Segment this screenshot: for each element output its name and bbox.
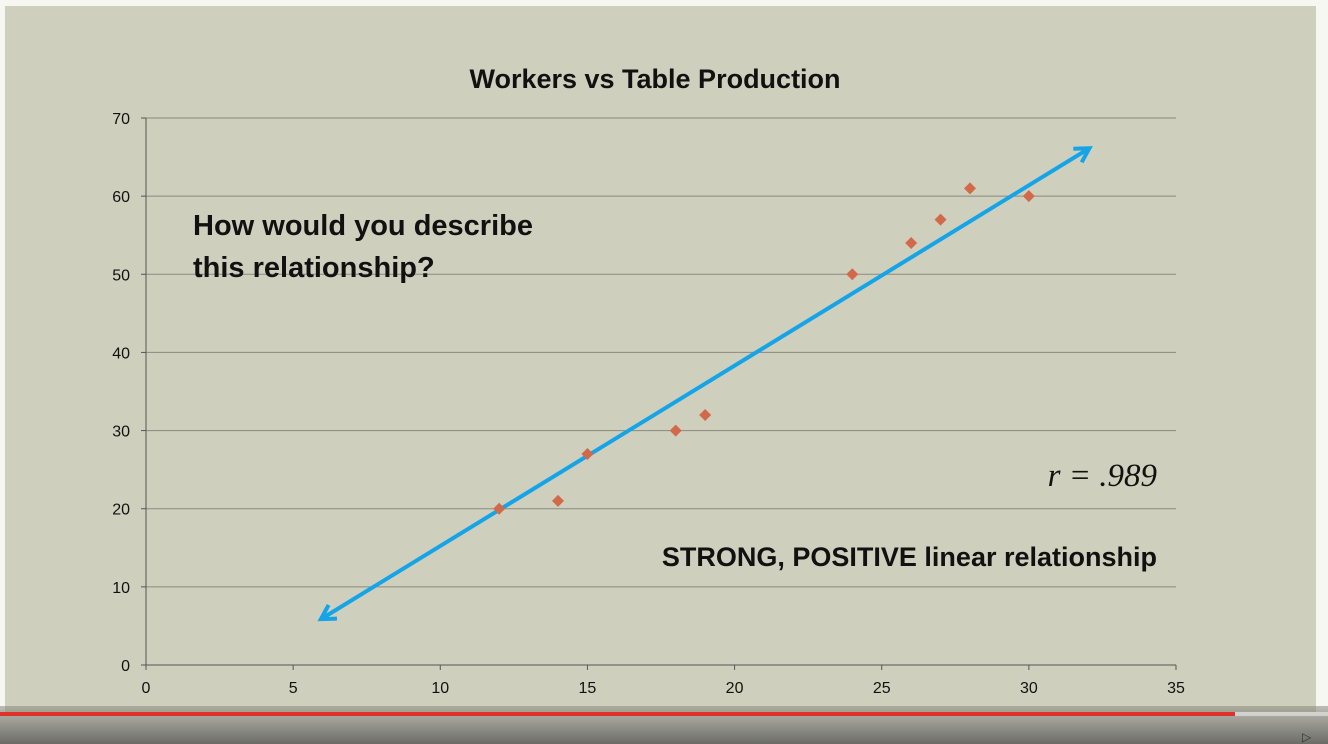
trendline bbox=[317, 146, 1093, 622]
x-tick-label: 30 bbox=[1020, 680, 1038, 697]
chart: 0 10 20 30 40 50 60 70 0 5 10 15 20 25 30 35 bbox=[112, 111, 1185, 697]
y-tick-label: 0 bbox=[121, 658, 130, 675]
data-point bbox=[905, 237, 918, 250]
data-points bbox=[493, 182, 1035, 515]
data-point bbox=[552, 494, 564, 507]
y-tick-label: 20 bbox=[112, 502, 130, 519]
data-point bbox=[1022, 190, 1035, 203]
data-point bbox=[846, 268, 859, 281]
data-point bbox=[934, 213, 947, 226]
question-annotation: How would you describe this relationship… bbox=[193, 205, 613, 289]
data-point bbox=[964, 182, 976, 195]
y-tick-label: 60 bbox=[112, 189, 130, 206]
y-tick-label: 10 bbox=[112, 580, 130, 597]
y-tick-label: 40 bbox=[112, 345, 130, 362]
data-point bbox=[581, 448, 594, 461]
mouse-cursor-icon: ▷ bbox=[1302, 730, 1312, 744]
y-tick-label: 70 bbox=[112, 111, 130, 128]
x-tick-label: 5 bbox=[289, 680, 298, 697]
question-line-1: How would you describe bbox=[193, 210, 533, 242]
trendline-group bbox=[317, 146, 1093, 622]
data-point bbox=[669, 424, 682, 437]
axes: 0 10 20 30 40 50 60 70 0 5 10 15 20 25 30 35 bbox=[112, 111, 1185, 697]
question-line-2: this relationship? bbox=[193, 252, 435, 284]
x-tick-label: 20 bbox=[726, 680, 744, 697]
data-point bbox=[493, 502, 506, 515]
x-tick-label: 0 bbox=[142, 680, 151, 697]
video-progress-fill bbox=[0, 712, 1236, 716]
conclusion-annotation: STRONG, POSITIVE linear relationship bbox=[661, 542, 1157, 572]
r-value-annotation: r = .989 bbox=[1047, 458, 1157, 494]
x-tick-label: 25 bbox=[873, 680, 891, 697]
slide: 0 10 20 30 40 50 60 70 0 5 10 15 20 25 30 35 Workers vs… bbox=[5, 6, 1316, 712]
x-tick-label: 35 bbox=[1167, 680, 1185, 697]
x-tick-label: 15 bbox=[579, 680, 597, 697]
x-tick-label: 10 bbox=[431, 680, 449, 697]
video-progress-bar[interactable] bbox=[0, 712, 1328, 716]
chart-title: Workers vs Table Production bbox=[469, 64, 841, 94]
y-tick-label: 30 bbox=[112, 424, 130, 441]
data-point bbox=[699, 408, 712, 421]
y-tick-label: 50 bbox=[112, 267, 130, 284]
